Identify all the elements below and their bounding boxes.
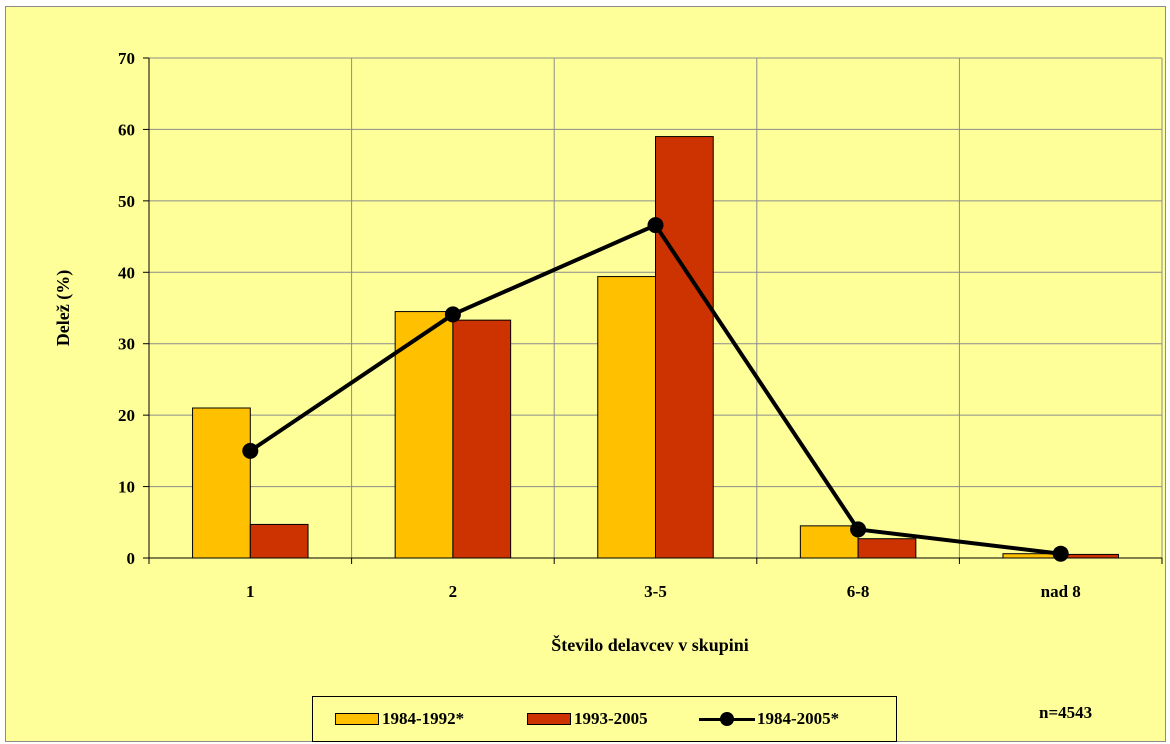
bar-2-1 bbox=[249, 523, 309, 559]
legend-item-series-1: 1984-1992* bbox=[335, 708, 464, 730]
bar-2-4 bbox=[857, 538, 917, 559]
line-point bbox=[242, 442, 259, 459]
legend-item-series-3: 1984-2005* bbox=[699, 708, 839, 730]
legend-item-series-2: 1993-2005 bbox=[527, 708, 648, 730]
x-tick-label: 1 bbox=[246, 582, 255, 601]
chart-area: 0 10 20 30 40 50 60 70 1 2 3-5 6-8 nad 8 Delež (%) Š… bbox=[5, 6, 1166, 742]
y-tick-label: 50 bbox=[118, 192, 135, 211]
legend: 1984-1992* 1993-2005 1984-2005* bbox=[312, 696, 897, 742]
bar-1-1 bbox=[192, 407, 251, 559]
tick-labels: 0 10 20 30 40 50 60 70 1 2 3-5 6-8 nad 8 bbox=[118, 49, 1081, 601]
legend-swatch-series-1 bbox=[335, 713, 379, 725]
y-tick-label: 20 bbox=[118, 406, 135, 425]
y-tick-label: 0 bbox=[127, 549, 136, 568]
legend-label-series-2: 1993-2005 bbox=[574, 709, 648, 728]
line-point bbox=[1052, 545, 1069, 562]
x-tick-label: 3-5 bbox=[644, 582, 667, 601]
y-tick-label: 30 bbox=[118, 335, 135, 354]
x-tick-label: 6-8 bbox=[847, 582, 870, 601]
bar-1-4 bbox=[799, 525, 859, 559]
line-series bbox=[242, 217, 1069, 562]
y-tick-label: 10 bbox=[118, 478, 135, 497]
line-point bbox=[444, 306, 461, 323]
legend-label-series-3: 1984-2005* bbox=[757, 709, 840, 728]
legend-line-marker-series-3 bbox=[699, 712, 755, 726]
y-tick-label: 40 bbox=[118, 263, 135, 282]
bar-1-3 bbox=[597, 276, 656, 559]
y-axis-title: Delež (%) bbox=[53, 270, 74, 346]
bar-2-2 bbox=[452, 319, 512, 559]
bars bbox=[192, 136, 1119, 559]
y-tick-label: 60 bbox=[118, 120, 135, 139]
bar-2-3 bbox=[655, 136, 714, 559]
x-tick-label: 2 bbox=[449, 582, 458, 601]
line-point bbox=[850, 521, 867, 538]
legend-swatch-series-2 bbox=[527, 713, 571, 725]
bar-2-5 bbox=[1060, 553, 1119, 559]
legend-label-series-1: 1984-1992* bbox=[382, 709, 465, 728]
line-point bbox=[647, 217, 664, 234]
sample-size-note: n=4543 bbox=[1039, 703, 1093, 722]
y-tick-label: 70 bbox=[118, 49, 135, 68]
chart-plot: 0 10 20 30 40 50 60 70 1 2 3-5 6-8 nad 8 Delež (%) Š… bbox=[53, 49, 1163, 655]
x-axis-title: Število delavcev v skupini bbox=[551, 634, 749, 655]
x-tick-label: nad 8 bbox=[1041, 582, 1081, 601]
